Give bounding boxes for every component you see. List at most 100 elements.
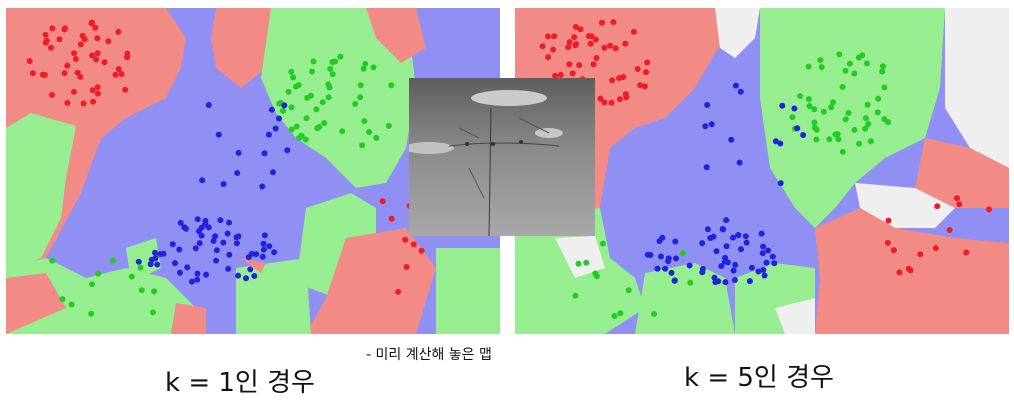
data-point [72,56,79,62]
data-point [152,255,159,262]
data-point [49,92,55,98]
precomputed-map-caption: - 미리 계산해 놓은 맵 [366,347,492,363]
knn-k5-panel [515,8,1009,334]
data-point [253,251,260,258]
data-point [235,233,242,240]
data-point [662,265,669,272]
data-point [80,100,87,107]
data-point [712,279,719,286]
data-point [758,230,765,237]
data-point [836,51,843,58]
data-point [856,140,862,147]
data-point [234,170,241,176]
data-point [708,121,715,128]
data-point [539,43,546,50]
data-point [552,72,559,79]
data-point [890,247,897,254]
data-point [71,50,78,57]
data-point [865,121,872,127]
data-point [233,240,240,247]
data-point [88,310,95,317]
data-point [388,215,395,222]
data-point [610,19,617,26]
data-point [352,101,359,107]
data-point [722,254,729,261]
data-point [623,94,630,101]
data-point [194,216,201,223]
data-point [771,260,778,267]
data-point [805,63,812,70]
data-point [755,268,762,275]
data-point [74,69,81,76]
data-point [402,236,409,243]
data-point [290,74,297,81]
data-point [566,61,573,68]
data-point [811,119,818,126]
data-point [607,42,614,49]
data-point [820,108,827,115]
data-point [789,114,796,121]
sample-points [539,19,992,319]
data-point [260,240,267,247]
data-point [699,240,706,247]
data-point [292,83,299,90]
data-point [92,24,99,31]
data-point [749,264,755,271]
data-point [56,36,63,43]
data-point [49,25,56,32]
data-point [839,148,846,155]
photo-icon [404,78,595,237]
data-point [779,102,786,109]
data-point [176,246,183,253]
data-point [917,251,924,258]
data-point [210,238,217,244]
data-point [665,255,672,262]
data-point [71,88,77,95]
data-point [220,181,227,188]
data-point [357,94,364,101]
data-point [769,253,776,260]
data-point [811,106,818,113]
data-point [251,273,258,279]
data-point [90,98,97,105]
data-point [303,115,310,122]
data-point [703,164,710,171]
data-point [609,77,616,84]
data-point [293,123,300,130]
data-point [43,37,50,44]
data-point [313,106,320,113]
precomputed-map-photo [404,78,595,237]
data-point [851,70,858,77]
data-point [89,87,96,94]
data-point [590,61,597,68]
data-point [851,126,858,133]
data-point [828,104,835,111]
data-point [765,247,772,254]
data-point [307,92,314,99]
data-point [89,19,96,26]
data-point [907,267,914,274]
data-point [288,104,295,111]
data-point [557,71,564,78]
data-point [658,253,664,260]
data-point [212,233,219,240]
data-point [818,64,825,71]
data-point [545,33,551,40]
data-point [366,129,373,135]
data-point [862,125,869,132]
data-point [271,249,278,256]
data-point [213,247,220,254]
data-point [94,35,101,42]
data-point [612,45,619,52]
data-point [220,239,227,246]
data-point [791,105,798,112]
data-point [743,239,750,246]
data-point [157,251,164,258]
data-point [172,260,178,267]
data-point [573,41,580,47]
data-point [154,261,161,268]
data-point [616,75,623,82]
data-point [81,36,88,43]
data-point [550,46,557,53]
data-point [118,71,125,77]
